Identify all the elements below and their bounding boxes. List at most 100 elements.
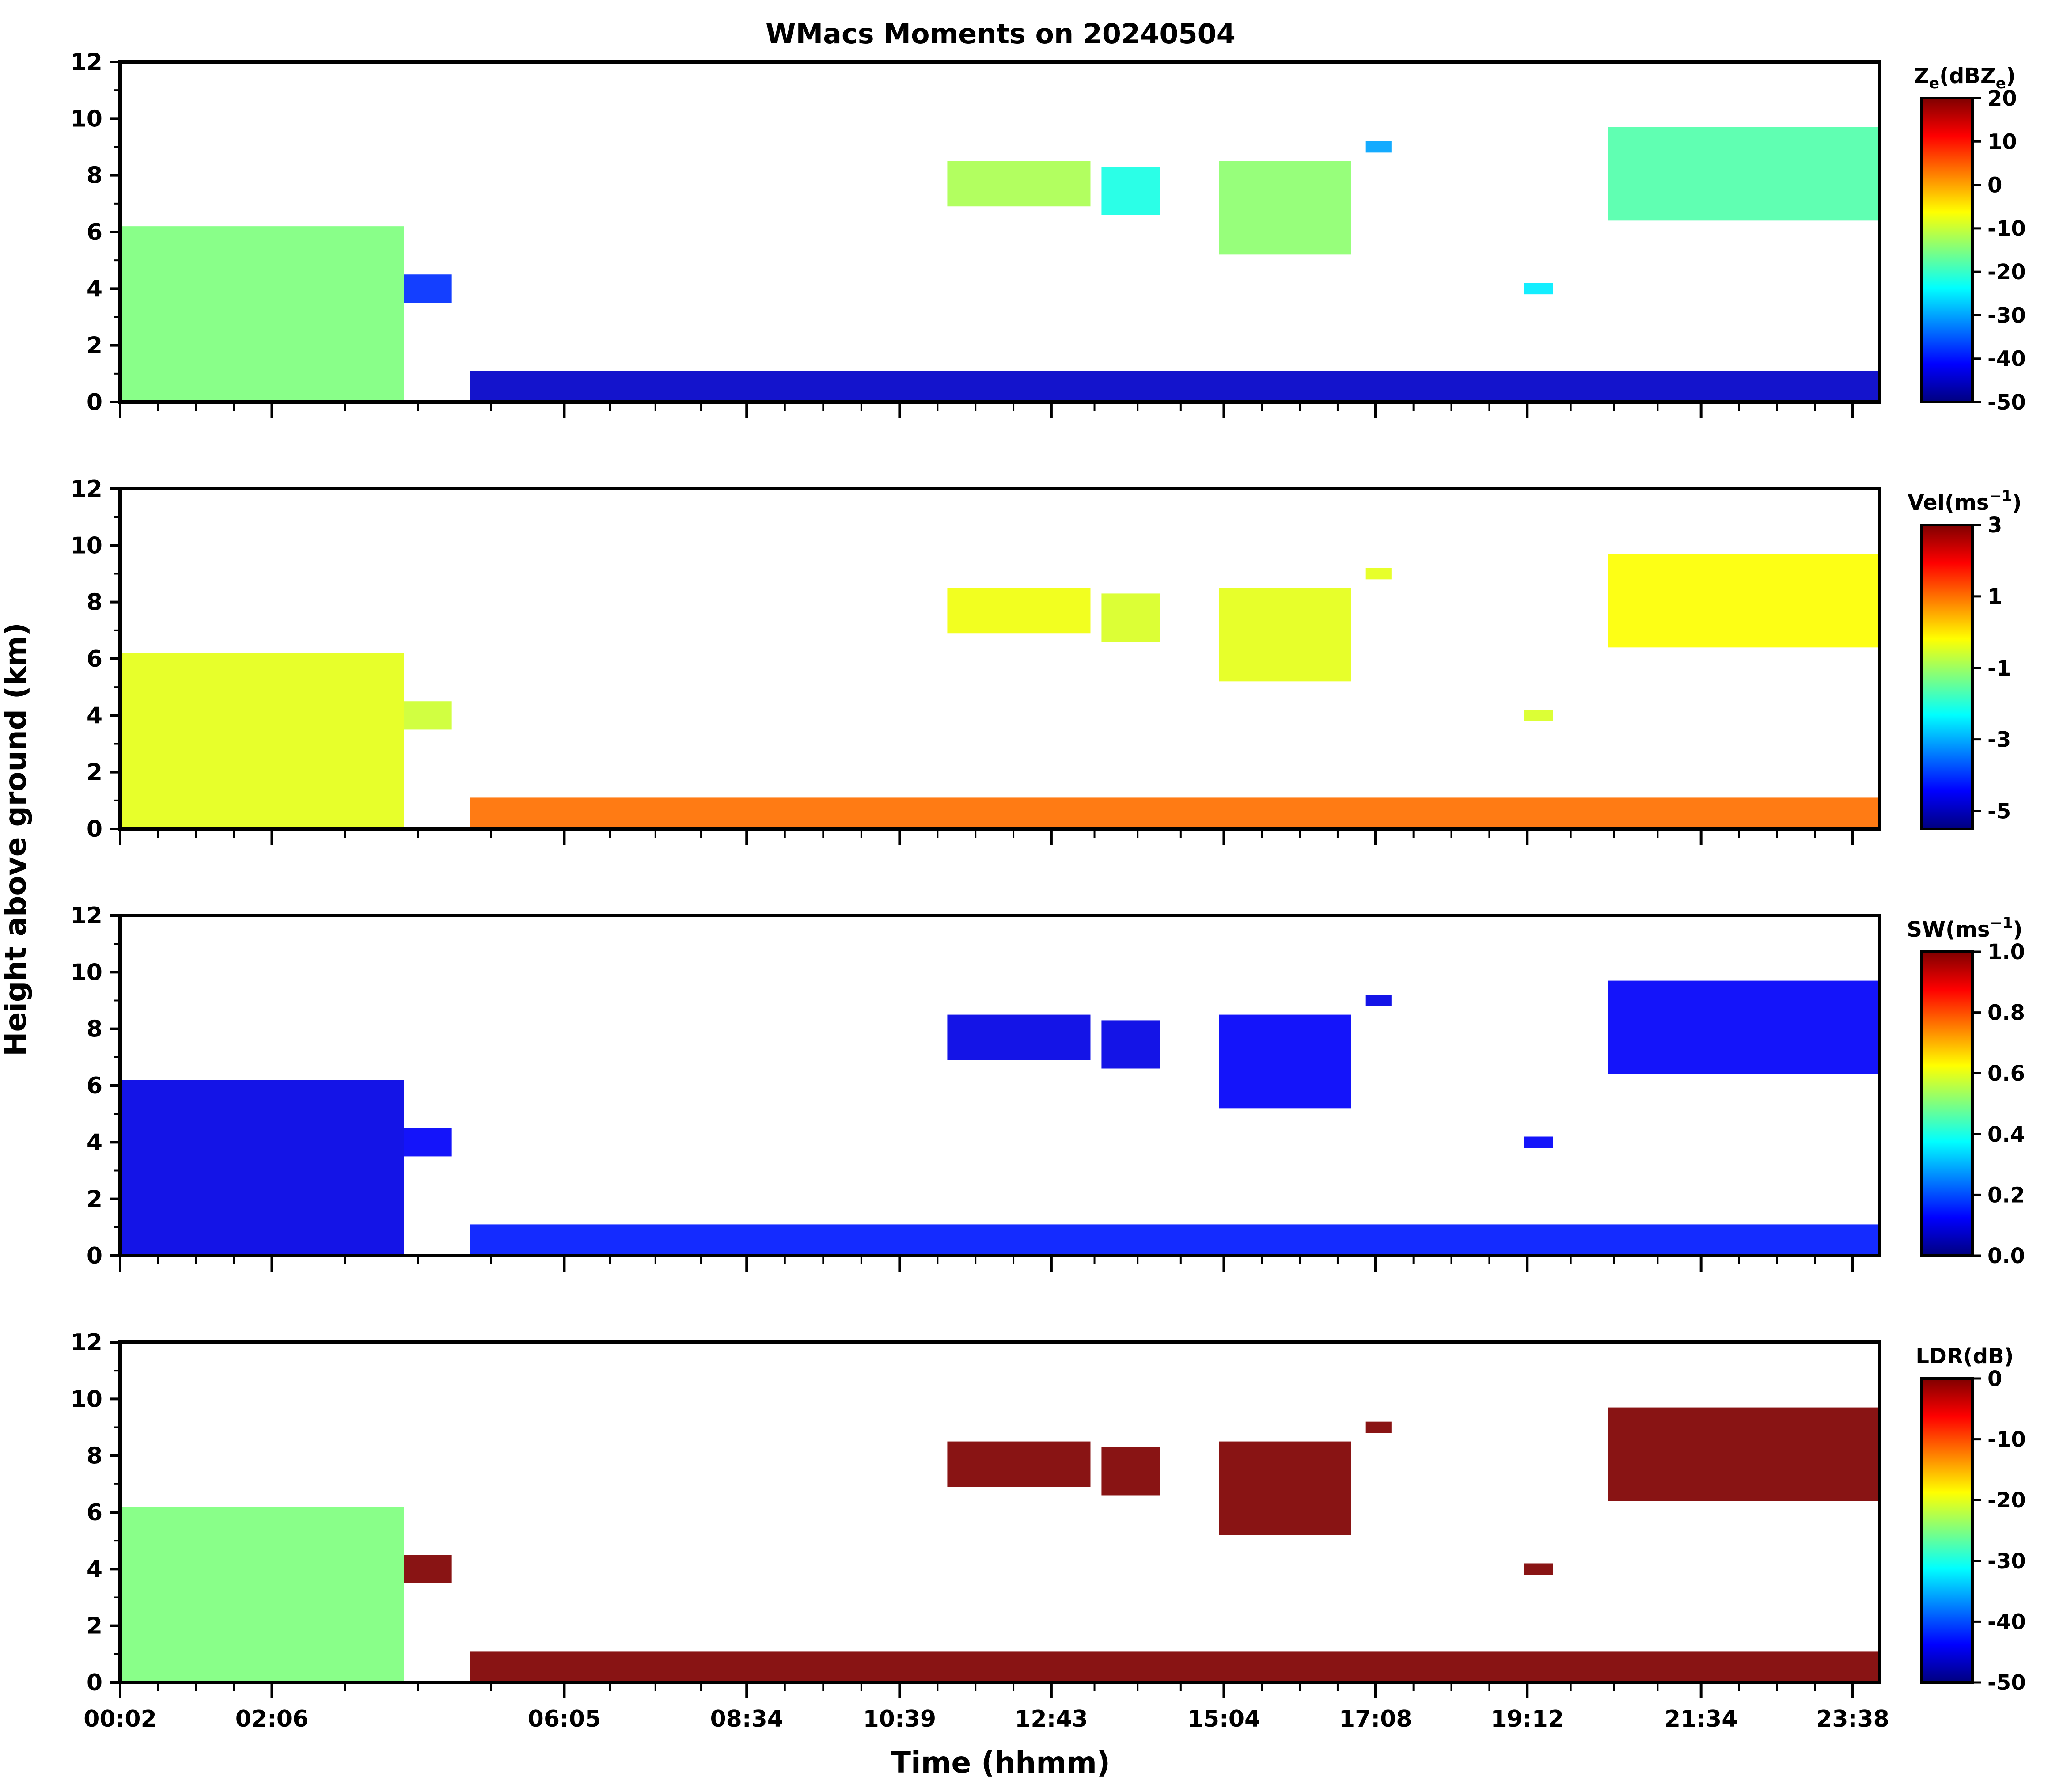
colorbar-tick-label: 1.0 — [1987, 940, 2025, 964]
plot-area-vel — [120, 489, 1880, 829]
colorbar-label-sw: SW(ms−1) — [1907, 914, 2022, 942]
echo-cloud-edge-morning — [404, 1128, 452, 1157]
echo-high-cirrus-evening — [1608, 1407, 1880, 1501]
echo-low-patch — [1523, 1136, 1553, 1148]
echo-low-cloud-morning — [120, 653, 404, 829]
y-tick-label: 8 — [87, 1016, 102, 1043]
y-tick-label: 0 — [87, 1243, 102, 1269]
y-tick-label: 10 — [71, 106, 102, 132]
colorbar-label-ze: Ze(dBZe) — [1914, 64, 2016, 92]
x-tick-label: 15:04 — [1187, 1706, 1261, 1732]
y-tick-label: 0 — [87, 1670, 102, 1696]
colorbar-label-vel: Vel(ms−1) — [1908, 487, 2021, 515]
colorbar-sw — [1920, 950, 1974, 1257]
colorbar-tick-label: -20 — [1987, 1488, 2026, 1513]
x-tick-label: 00:02 — [83, 1706, 157, 1732]
colorbar-tick-label: 0 — [1987, 173, 2002, 198]
echo-cirrus-2 — [1101, 1020, 1160, 1069]
colorbar-ldr — [1920, 1377, 1974, 1684]
colorbar-tick-label: 0.0 — [1987, 1244, 2025, 1268]
echo-boundary-layer-echo — [470, 797, 1880, 829]
colorbar-tick-label: 0.4 — [1987, 1122, 2025, 1147]
colorbar-tick-label: -1 — [1987, 656, 2011, 681]
y-tick-label: 6 — [87, 219, 102, 246]
y-tick-label: 10 — [71, 959, 102, 986]
plot-area-ldr — [120, 1342, 1880, 1682]
echo-cirrus-3 — [1219, 1014, 1351, 1109]
echo-cloud-edge-morning — [404, 1555, 452, 1583]
y-tick-label: 4 — [87, 1556, 102, 1583]
colorbar-ze — [1920, 97, 1974, 403]
y-tick-label: 8 — [87, 1443, 102, 1469]
y-tick-label: 6 — [87, 1073, 102, 1099]
colorbar-tick-label: -30 — [1987, 1549, 2026, 1574]
echo-cloud-edge-morning — [404, 701, 452, 730]
colorbar-tick-label: -40 — [1987, 1610, 2026, 1634]
y-tick-label: 0 — [87, 389, 102, 416]
x-tick-label: 12:43 — [1015, 1706, 1088, 1732]
y-tick-label: 10 — [71, 1386, 102, 1412]
echo-cloud-edge-morning — [404, 274, 452, 303]
panel-ze: 0 2 4 6 8 10 12 20 10 0 -10 -20 -30 -40 -50 Ze(dBZe) — [71, 49, 2026, 418]
echo-boundary-layer-echo — [470, 1224, 1880, 1256]
y-tick-label: 6 — [87, 1500, 102, 1526]
y-tick-label: 4 — [87, 276, 102, 302]
colorbar-tick-label: 20 — [1987, 86, 2017, 111]
colorbar-tick-label: -30 — [1987, 303, 2026, 328]
y-tick-label: 0 — [87, 816, 102, 843]
colorbar-tick-label: -10 — [1987, 216, 2026, 241]
echo-cirrus-4 — [1365, 1421, 1392, 1433]
y-tick-label: 4 — [87, 702, 102, 729]
echo-cirrus-2 — [1101, 1447, 1160, 1496]
echo-low-cloud-morning — [120, 1507, 404, 1682]
echo-cirrus-1 — [947, 1441, 1091, 1487]
y-tick-label: 2 — [87, 759, 102, 786]
y-tick-label: 8 — [87, 163, 102, 189]
echo-cirrus-1 — [947, 161, 1091, 207]
colorbar-tick-label: -20 — [1987, 260, 2026, 285]
chart-title: WMacs Moments on 20240504 — [766, 18, 1236, 50]
echo-low-cloud-morning — [120, 226, 404, 402]
x-tick-label: 08:34 — [710, 1706, 783, 1732]
echo-cirrus-4 — [1365, 995, 1392, 1006]
x-tick-label: 21:34 — [1665, 1706, 1738, 1732]
echo-cirrus-2 — [1101, 167, 1160, 215]
colorbar-tick-label: 10 — [1987, 129, 2017, 154]
y-tick-label: 12 — [71, 49, 102, 76]
panel-vel: 0 2 4 6 8 10 12 3 1 -1 -3 -5 Vel(ms−1) — [71, 476, 2022, 845]
echo-cirrus-3 — [1219, 161, 1351, 255]
x-tick-label: 10:39 — [863, 1706, 937, 1732]
colorbar-label-ldr: LDR(dB) — [1915, 1344, 2014, 1369]
echo-cirrus-1 — [947, 1014, 1091, 1060]
echo-high-cirrus-evening — [1608, 980, 1880, 1074]
panel-ldr: 0 2 4 6 8 10 12 00:02 02:06 06:05 08:34 10:39 12:43 1… — [71, 1329, 2026, 1732]
echo-cirrus-4 — [1365, 141, 1392, 153]
colorbar-tick-label: -40 — [1987, 347, 2026, 372]
y-tick-label: 12 — [71, 1329, 102, 1356]
plot-area-sw — [120, 915, 1880, 1256]
echo-low-cloud-morning — [120, 1080, 404, 1256]
colorbar-vel — [1920, 524, 1974, 830]
echo-low-patch — [1523, 1563, 1553, 1575]
x-tick-label: 19:12 — [1491, 1706, 1564, 1732]
x-tick-label: 17:08 — [1339, 1706, 1412, 1732]
y-tick-label: 2 — [87, 333, 102, 359]
echo-boundary-layer-echo — [470, 1651, 1880, 1682]
echo-boundary-layer-echo — [470, 371, 1880, 402]
plot-area-ze — [120, 62, 1880, 402]
y-tick-label: 12 — [71, 476, 102, 502]
colorbar-tick-label: 0 — [1987, 1367, 2002, 1391]
echo-low-patch — [1523, 710, 1553, 721]
y-tick-label: 6 — [87, 646, 102, 672]
y-tick-label: 4 — [87, 1129, 102, 1156]
x-tick-label: 02:06 — [235, 1706, 309, 1732]
x-axis-label: Time (hhmm) — [891, 1746, 1110, 1780]
colorbar-tick-label: 3 — [1987, 513, 2002, 538]
colorbar-tick-label: -10 — [1987, 1428, 2026, 1452]
y-tick-label: 2 — [87, 1613, 102, 1640]
x-tick-label: 23:38 — [1816, 1706, 1889, 1732]
y-tick-label: 8 — [87, 589, 102, 616]
echo-low-patch — [1523, 283, 1553, 295]
echo-cirrus-2 — [1101, 593, 1160, 642]
y-tick-label: 2 — [87, 1186, 102, 1213]
